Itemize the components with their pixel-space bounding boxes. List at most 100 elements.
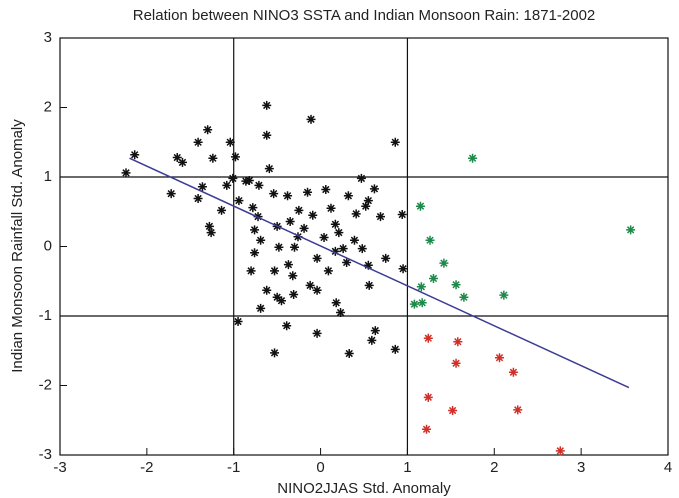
trend-line — [129, 157, 630, 389]
x-tick-label: 4 — [664, 459, 672, 476]
point-stroke — [290, 242, 300, 252]
point — [319, 232, 329, 242]
x-tick-label: -3 — [53, 459, 66, 476]
point-stroke — [425, 235, 435, 245]
point — [288, 271, 298, 281]
point — [306, 114, 316, 124]
point-stroke — [234, 196, 244, 206]
point — [270, 266, 280, 276]
point — [398, 264, 408, 274]
point-stroke — [428, 273, 438, 283]
point — [294, 205, 304, 215]
point — [312, 285, 322, 295]
point-stroke — [197, 182, 207, 192]
point — [390, 344, 400, 354]
point-stroke — [369, 184, 379, 194]
point — [285, 216, 295, 226]
point — [416, 282, 426, 292]
point-stroke — [376, 212, 386, 222]
x-tick-label: 1 — [403, 459, 411, 476]
point — [244, 175, 254, 185]
point-stroke — [363, 196, 373, 206]
point-stroke — [344, 349, 354, 359]
point-stroke — [312, 253, 322, 263]
point — [276, 296, 286, 306]
point — [513, 405, 523, 415]
x-tick-label: 2 — [490, 459, 498, 476]
point-stroke — [370, 326, 380, 336]
point-stroke — [272, 292, 282, 302]
point — [397, 210, 407, 220]
point-stroke — [451, 280, 461, 290]
point-stroke — [439, 258, 449, 268]
point — [130, 150, 140, 160]
x-axis-label: NINO2JJAS Std. Anomaly — [277, 480, 451, 497]
point — [303, 187, 313, 197]
point-stroke — [367, 335, 377, 345]
point — [369, 184, 379, 194]
x-tick-label: -1 — [227, 459, 240, 476]
point-stroke — [172, 153, 182, 163]
point-stroke — [193, 194, 203, 204]
point-stroke — [269, 189, 279, 199]
point — [270, 348, 280, 358]
point — [321, 185, 331, 195]
point — [439, 258, 449, 268]
point-stroke — [217, 205, 227, 215]
point — [305, 280, 315, 290]
point-stroke — [390, 344, 400, 354]
point-stroke — [282, 321, 292, 331]
x-tick-label: 3 — [577, 459, 585, 476]
y-tick-label: 1 — [44, 168, 52, 185]
point-stroke — [468, 153, 478, 163]
point — [230, 152, 240, 162]
point-stroke — [356, 173, 366, 183]
point — [225, 137, 235, 147]
point-stroke — [494, 353, 504, 363]
point — [234, 196, 244, 206]
y-tick-label: 2 — [44, 98, 52, 115]
point-stroke — [262, 100, 272, 110]
point-stroke — [364, 280, 374, 290]
point-stroke — [193, 137, 203, 147]
point-stroke — [299, 223, 309, 233]
point-stroke — [228, 173, 238, 183]
x-tick-label: -2 — [140, 459, 153, 476]
point — [428, 273, 438, 283]
point-stroke — [254, 180, 264, 190]
point-stroke — [250, 248, 260, 258]
point-stroke — [303, 187, 313, 197]
point — [228, 173, 238, 183]
point-stroke — [244, 175, 254, 185]
point — [453, 337, 463, 347]
point-stroke — [363, 260, 373, 270]
point — [390, 137, 400, 147]
point — [254, 180, 264, 190]
point-stroke — [331, 298, 341, 308]
point — [351, 209, 361, 219]
point — [344, 349, 354, 359]
point-stroke — [409, 299, 419, 309]
point-stroke — [262, 130, 272, 140]
point-stroke — [208, 153, 218, 163]
point — [177, 157, 187, 167]
point-stroke — [305, 280, 315, 290]
point — [417, 298, 427, 308]
point-stroke — [451, 358, 461, 368]
point — [364, 280, 374, 290]
point-stroke — [264, 164, 274, 174]
point-stroke — [246, 266, 256, 276]
point — [312, 328, 322, 338]
point — [217, 205, 227, 215]
point-stroke — [293, 232, 303, 242]
point — [308, 210, 318, 220]
point — [283, 191, 293, 201]
point — [363, 196, 373, 206]
point — [409, 299, 419, 309]
point-stroke — [230, 152, 240, 162]
point — [330, 219, 340, 229]
point-stroke — [555, 446, 565, 456]
point-stroke — [204, 221, 214, 231]
point-stroke — [323, 266, 333, 276]
